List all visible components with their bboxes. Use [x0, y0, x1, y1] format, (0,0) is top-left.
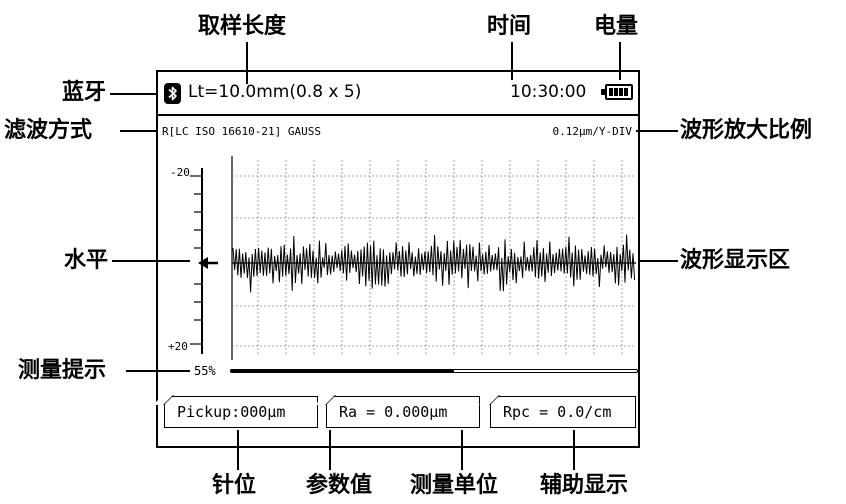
callout-time: 时间 — [487, 14, 532, 39]
filter-method-value: R[LC ISO 16610-21] GAUSS — [162, 125, 321, 138]
clock-value: 10:30:00 — [510, 82, 587, 102]
ra-readout: Ra = 0.000μm — [326, 396, 480, 428]
waveform-area — [190, 156, 636, 360]
roughness-waveform — [232, 234, 636, 293]
status-bar: Lt=10.0mm(0.8 x 5) 10:30:00 — [158, 72, 638, 116]
bluetooth-icon — [164, 83, 181, 104]
y-scale-value: 0.12μm/Y-DIV — [552, 125, 632, 138]
callout-measure-hint: 测量提示 — [18, 358, 107, 383]
level-top-label: -20 — [170, 166, 190, 179]
battery-icon — [605, 84, 633, 100]
progress-label: 55% — [194, 364, 216, 378]
progress-fill — [230, 369, 454, 373]
callout-waveform-area: 波形显示区 — [680, 248, 791, 273]
battery-terminal — [601, 89, 605, 95]
callout-aux-display: 辅助显示 — [540, 473, 629, 498]
callout-parameter-value: 参数值 — [306, 473, 373, 498]
callout-measure-unit: 测量单位 — [410, 473, 499, 498]
callout-stylus-position: 针位 — [212, 473, 257, 498]
left-arrow-icon — [198, 257, 218, 269]
sampling-length-value: Lt=10.0mm(0.8 x 5) — [188, 82, 362, 102]
rpc-readout: Rpc = 0.0/cm — [490, 396, 636, 428]
level-bottom-label: +20 — [168, 340, 188, 353]
callout-battery: 电量 — [594, 14, 639, 39]
callout-waveform-scale: 波形放大比例 — [680, 118, 813, 143]
callout-filter-method: 滤波方式 — [4, 118, 93, 143]
device-screen: Lt=10.0mm(0.8 x 5) 10:30:00 R[LC ISO 166… — [156, 70, 640, 448]
level-scale — [190, 168, 203, 354]
callout-level: 水平 — [64, 248, 109, 273]
callout-sampling-length: 取样长度 — [198, 14, 287, 39]
callout-bluetooth: 蓝牙 — [62, 80, 107, 105]
pickup-readout: Pickup:000μm — [164, 396, 318, 428]
